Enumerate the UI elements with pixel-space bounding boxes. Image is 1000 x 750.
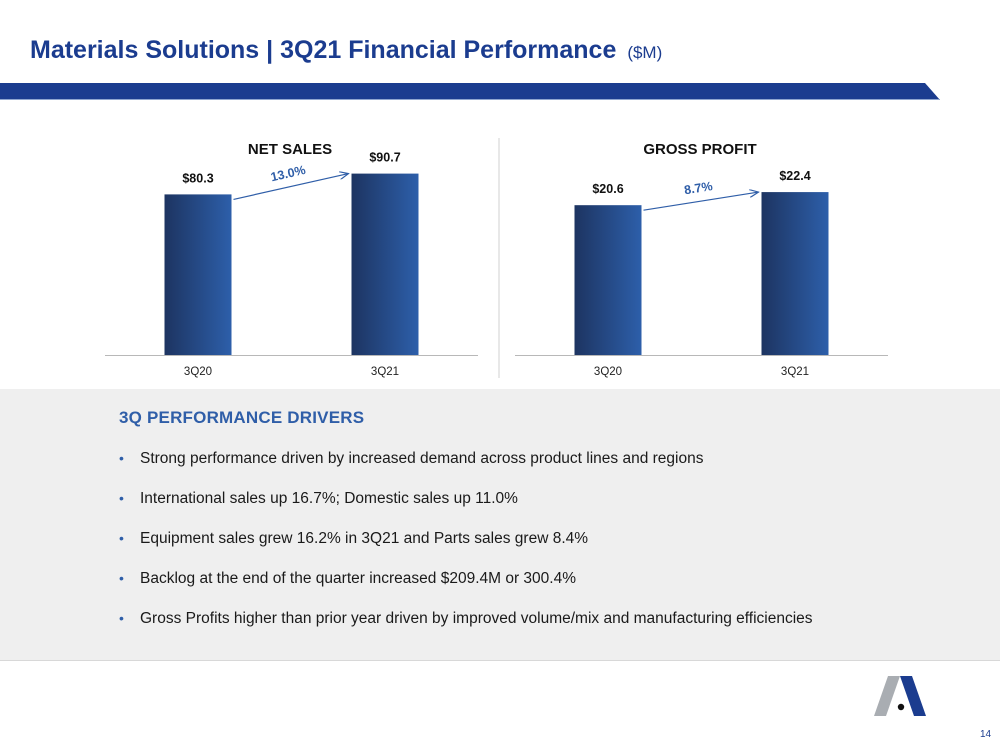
- bullet-icon: •: [119, 530, 124, 546]
- gross-profit-value-label: $20.6: [592, 182, 623, 196]
- list-item-text: International sales up 16.7%; Domestic s…: [140, 490, 518, 507]
- net-sales-value-label: $90.7: [369, 151, 400, 165]
- net-sales-chart: NET SALES $80.3 3Q20 $90.7 3Q21 13.0%: [105, 141, 478, 378]
- bullet-icon: •: [119, 450, 124, 466]
- list-item: • Gross Profits higher than prior year dr…: [119, 610, 813, 650]
- page-title: Materials Solutions | 3Q21 Financial Per…: [30, 36, 662, 65]
- page-title-unit: ($M): [627, 43, 663, 62]
- net-sales-category-label: 3Q21: [371, 366, 399, 378]
- gross-profit-growth-label: 8.7%: [683, 179, 713, 197]
- gross-profit-category-label: 3Q20: [594, 366, 622, 378]
- net-sales-chart-title: NET SALES: [248, 141, 332, 158]
- net-sales-growth-arrow: [233, 174, 349, 200]
- header-band-line: [0, 99, 940, 100]
- net-sales-bar-3q20: [164, 194, 232, 355]
- gross-profit-bar-3q20: [574, 205, 642, 355]
- gross-profit-chart: GROSS PROFIT $20.6 3Q20 $22.4 3Q21 8.7%: [515, 141, 888, 378]
- gross-profit-category-label: 3Q21: [781, 366, 809, 378]
- drivers-heading: 3Q PERFORMANCE DRIVERS: [119, 408, 365, 427]
- net-sales-value-label: $80.3: [182, 171, 213, 185]
- net-sales-bar-3q21: [351, 173, 419, 355]
- gross-profit-chart-title: GROSS PROFIT: [643, 141, 756, 158]
- list-item: • Backlog at the end of the quarter incre…: [119, 570, 813, 610]
- header-band: [0, 83, 940, 100]
- bullet-icon: •: [119, 610, 124, 626]
- gross-profit-bar-3q21: [761, 192, 829, 355]
- list-item-text: Equipment sales grew 16.2% in 3Q21 and P…: [140, 530, 589, 547]
- performance-drivers-panel: 3Q PERFORMANCE DRIVERS • Strong performan…: [0, 389, 1000, 661]
- drivers-list: • Strong performance driven by increased …: [119, 450, 813, 650]
- net-sales-growth-label: 13.0%: [269, 163, 307, 184]
- page-number: 14: [980, 729, 992, 740]
- list-item: • International sales up 16.7%; Domestic …: [119, 490, 813, 530]
- gross-profit-value-label: $22.4: [779, 169, 810, 183]
- charts-svg: NET SALES $80.3 3Q20 $90.7 3Q21 13.0% GROSS P…: [105, 138, 888, 378]
- list-item: • Strong performance driven by increased …: [119, 450, 813, 490]
- gross-profit-growth-arrow: [643, 192, 759, 211]
- page-title-text: Materials Solutions | 3Q21 Financial Per…: [30, 36, 617, 64]
- list-item-text: Gross Profits higher than prior year dri…: [140, 610, 813, 627]
- list-item-text: Strong performance driven by increased d…: [140, 450, 704, 467]
- list-item-text: Backlog at the end of the quarter increa…: [140, 570, 577, 587]
- company-logo-icon: [874, 676, 926, 716]
- bullet-icon: •: [119, 490, 124, 506]
- list-item: • Equipment sales grew 16.2% in 3Q21 and …: [119, 530, 813, 570]
- bullet-icon: •: [119, 570, 124, 586]
- net-sales-category-label: 3Q20: [184, 366, 212, 378]
